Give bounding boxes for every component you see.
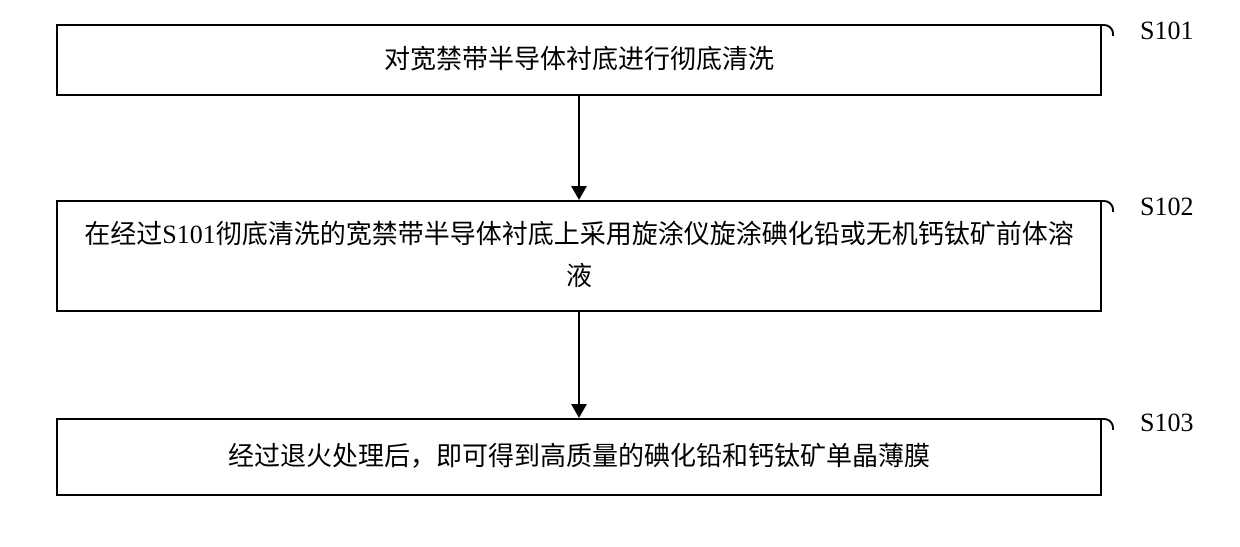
step-text-1: 对宽禁带半导体衬底进行彻底清洗	[384, 39, 774, 81]
step-box-2: 在经过S101彻底清洗的宽禁带半导体衬底上采用旋涂仪旋涂碘化铅或无机钙钛矿前体溶…	[56, 200, 1102, 312]
step-bracket-1	[1100, 24, 1114, 36]
step-text-3: 经过退火处理后，即可得到高质量的碘化铅和钙钛矿单晶薄膜	[228, 436, 930, 478]
arrow-line-2	[578, 312, 580, 404]
arrow-head-icon-1	[571, 186, 587, 200]
step-box-3: 经过退火处理后，即可得到高质量的碘化铅和钙钛矿单晶薄膜	[56, 418, 1102, 496]
arrow-head-icon-2	[571, 404, 587, 418]
step-label-1: S101	[1140, 16, 1193, 46]
step-text-2: 在经过S101彻底清洗的宽禁带半导体衬底上采用旋涂仪旋涂碘化铅或无机钙钛矿前体溶…	[78, 214, 1080, 297]
step-label-2: S102	[1140, 192, 1193, 222]
step-label-3: S103	[1140, 408, 1193, 438]
step-bracket-2	[1100, 200, 1114, 212]
step-bracket-3	[1100, 418, 1114, 430]
step-box-1: 对宽禁带半导体衬底进行彻底清洗	[56, 24, 1102, 96]
arrow-line-1	[578, 96, 580, 186]
